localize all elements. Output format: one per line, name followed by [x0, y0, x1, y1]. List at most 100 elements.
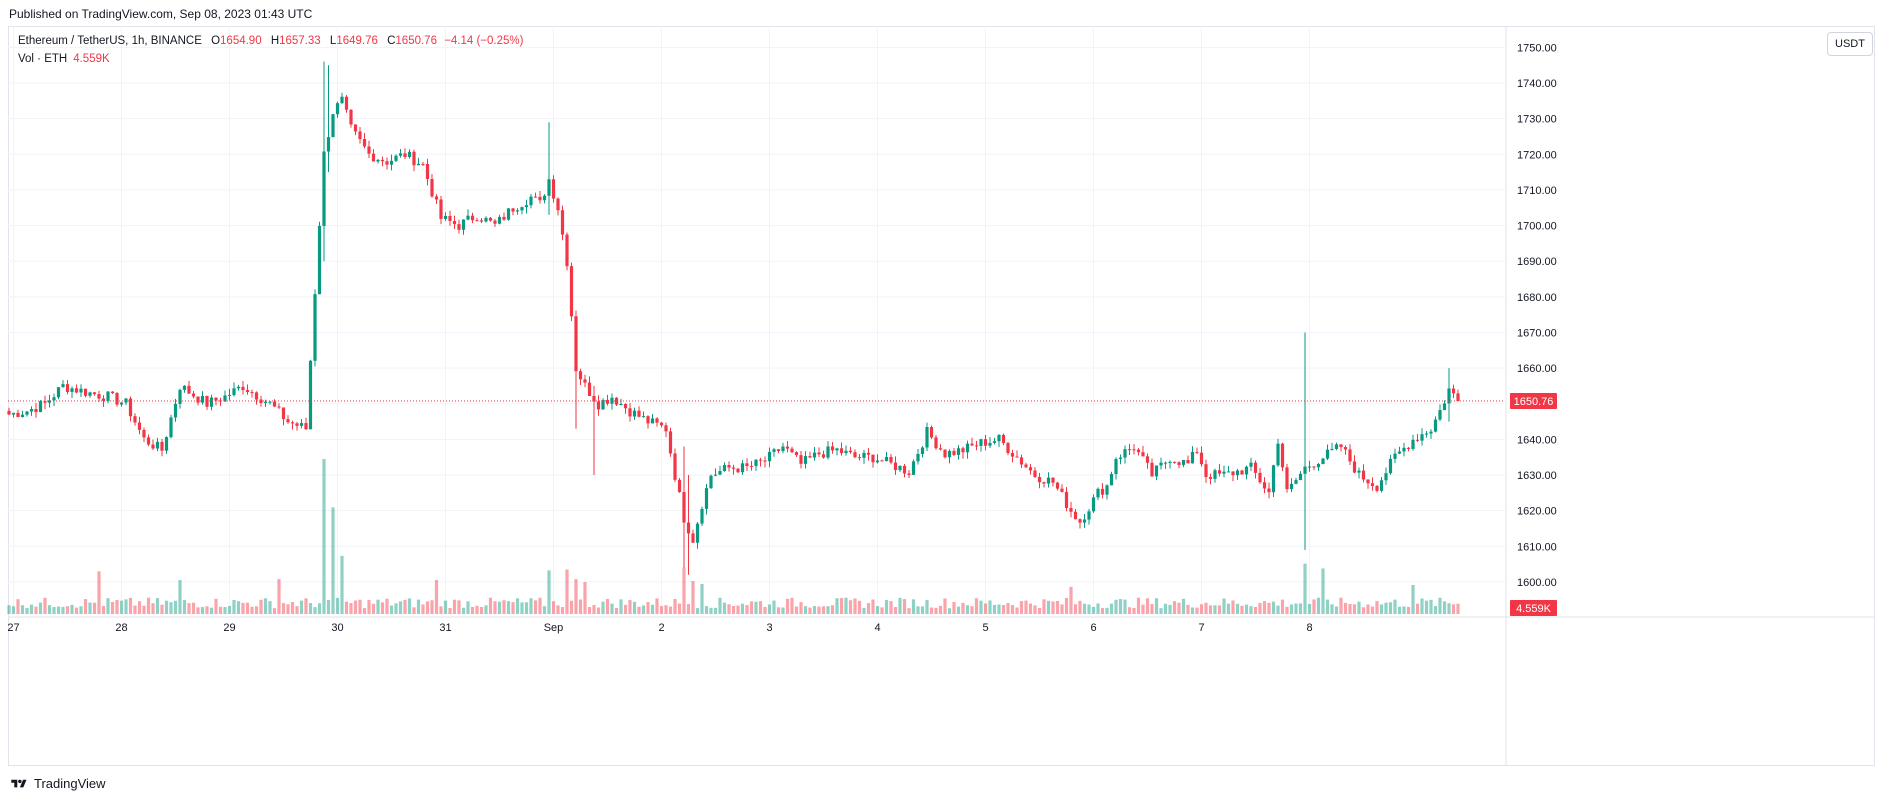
currency-button[interactable]: USDT: [1827, 32, 1873, 56]
candle: [997, 434, 1001, 447]
volume-bar: [97, 571, 101, 614]
price-tick-label: 1740.00: [1517, 78, 1557, 90]
candle: [1262, 477, 1267, 494]
high-label: H: [270, 35, 280, 47]
price-tick-label: 1750.00: [1517, 42, 1557, 54]
candle: [475, 217, 479, 222]
candle: [1442, 400, 1447, 411]
candle: [1010, 449, 1015, 463]
grid: [8, 26, 1505, 614]
candle: [236, 384, 241, 391]
candle: [1456, 389, 1460, 402]
volume-bar: [1118, 599, 1123, 614]
candle: [268, 401, 272, 405]
volume-bar: [29, 604, 34, 614]
volume-label[interactable]: Vol · ETH: [18, 53, 68, 65]
candle: [1204, 459, 1208, 483]
volume-bar: [1415, 603, 1420, 614]
volume-bar: [1073, 604, 1078, 614]
candle: [7, 407, 11, 416]
candle: [461, 219, 466, 235]
ohlc-legend: Ethereum / TetherUS, 1h, BINANCE O1654.9…: [18, 35, 523, 47]
footer-brand[interactable]: TradingView: [9, 776, 106, 791]
candle: [425, 158, 430, 186]
volume-bar: [704, 606, 709, 614]
candle: [313, 289, 317, 367]
volume-bar: [871, 599, 875, 614]
volume-bar: [362, 608, 367, 614]
symbol-label[interactable]: Ethereum / TetherUS, 1h, BINANCE: [18, 35, 202, 47]
volume-bar: [506, 601, 511, 614]
volume-bar: [520, 602, 524, 614]
candle: [1415, 433, 1420, 442]
candle: [1208, 473, 1213, 485]
candle: [281, 407, 286, 426]
candle: [826, 441, 830, 460]
volume-bar: [452, 599, 457, 614]
candle: [115, 392, 119, 407]
volume-bar: [866, 603, 871, 614]
volume-bar: [785, 598, 790, 614]
candle: [1078, 518, 1082, 529]
volume-bar: [1352, 604, 1357, 614]
candle: [1199, 446, 1204, 467]
volume-bar: [1222, 598, 1226, 614]
volume-bar: [1024, 600, 1028, 614]
candle: [623, 403, 628, 414]
candle: [1393, 448, 1397, 464]
candle: [790, 446, 794, 454]
candle: [277, 403, 281, 409]
candle: [785, 441, 790, 453]
volume-bar: [1316, 597, 1321, 614]
price-tick-label: 1720.00: [1517, 149, 1557, 161]
candle: [596, 395, 601, 416]
candle: [601, 398, 605, 410]
volume-bar: [515, 598, 520, 614]
candle: [893, 456, 898, 475]
candle: [731, 464, 736, 475]
volume-bar: [1114, 599, 1118, 614]
candle: [1190, 446, 1195, 464]
volume-bar: [308, 603, 313, 614]
candle: [965, 440, 970, 459]
candle: [970, 437, 974, 447]
volume-bar: [1037, 607, 1042, 614]
volume-bar: [1253, 606, 1258, 614]
volume-bar: [916, 606, 920, 614]
candle: [367, 140, 371, 158]
volume-bar: [1307, 603, 1312, 614]
candle: [443, 212, 448, 221]
candle: [407, 149, 412, 159]
candle: [1429, 429, 1433, 439]
volume-bar: [434, 580, 439, 614]
candle: [20, 410, 25, 418]
volume-bar: [443, 600, 448, 614]
volume-bar: [43, 597, 47, 614]
volume-bar: [1258, 602, 1262, 614]
volume-bar: [421, 604, 425, 614]
candle: [1123, 445, 1127, 464]
volume-bar: [736, 605, 740, 614]
volume-bar: [389, 605, 394, 614]
volume-bar: [623, 604, 628, 614]
volume-bar: [1334, 606, 1339, 614]
volume-bar: [1046, 600, 1051, 614]
candle: [637, 406, 641, 418]
volume-bar: [340, 555, 344, 614]
volume-bar: [20, 605, 25, 614]
candle: [767, 447, 772, 468]
candle: [56, 387, 61, 400]
volume-bar: [1060, 604, 1064, 614]
volume-bar: [529, 598, 533, 614]
candle: [1145, 453, 1150, 469]
candle: [979, 438, 983, 452]
candle: [938, 444, 943, 451]
volume-bar: [1051, 601, 1055, 614]
volume-bar: [191, 602, 196, 614]
volume-bar: [1168, 604, 1172, 614]
volume-bar: [187, 603, 191, 614]
volume-bar: [655, 598, 659, 614]
candle: [614, 397, 619, 407]
volume-bar: [538, 597, 542, 614]
